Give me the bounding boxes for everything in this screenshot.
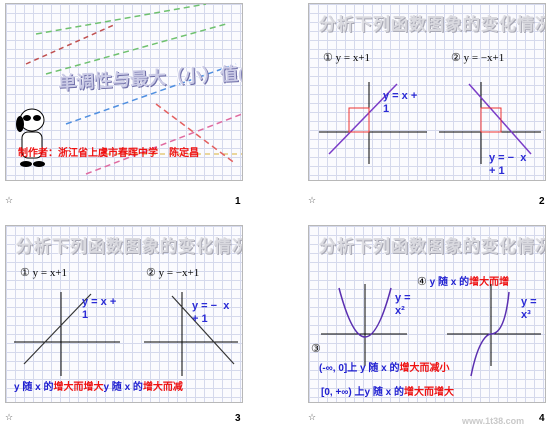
star-icon: ☆ [5, 196, 14, 206]
graphs [14, 292, 238, 376]
line-4: ④ y 随 x 的增大而增 [417, 273, 509, 288]
function-label-4: ④ [417, 276, 427, 288]
equation-2: y = − x + 1 [192, 300, 230, 325]
slide-number-1: 1 [235, 196, 241, 207]
function-label-2: ② y = −x+1 [451, 52, 505, 64]
slide-1[interactable]: 单调性与最大（小）值(1) 制作者：浙江省上虞市春晖中学 陈定昌 [5, 3, 243, 181]
graphs [319, 82, 541, 164]
star-icon: ☆ [308, 196, 317, 206]
snoopy-icon [16, 108, 45, 167]
line-4-prefix: y 随 x 的 [429, 277, 470, 288]
star-icon: ☆ [308, 413, 317, 423]
line-3-prefix: (-∞, 0]上 y 随 x 的 [319, 363, 400, 374]
conclusion-increasing: 增大而增大 [53, 382, 104, 393]
watermark: www.1t38.com [462, 416, 525, 426]
line-3: (-∞, 0]上 y 随 x 的增大而减小 [319, 359, 449, 374]
graphs [321, 284, 541, 377]
line-4-increasing: 增大而增 [469, 277, 510, 288]
slide-number-4: 4 [539, 413, 545, 424]
line-3b-increasing: 增大而增大 [403, 387, 454, 398]
author-line: 制作者：浙江省上虞市春晖中学 陈定昌 [18, 148, 200, 159]
equation-cube: y = x³ [521, 296, 537, 321]
line-3-decreasing: 增大而减小 [399, 363, 450, 374]
conclusion-line: y 随 x 的增大而增大y 随 x 的增大而减 [14, 378, 183, 393]
decorative-curves [25, 4, 242, 175]
line-3b-prefix: [0, +∞) 上y 随 x 的 [321, 387, 404, 398]
equation-1: y = x + 1 [383, 90, 418, 115]
slide-header: 分析下列函数图象的变化情况： [16, 237, 243, 256]
slide-4[interactable]: 分析下列函数图象的变化情况： ④ y 随 x 的增大而增 y = x² y = … [308, 225, 546, 403]
slide-number-3: 3 [235, 413, 241, 424]
equation-2: y = − x + 1 [489, 152, 527, 177]
slide-header: 分析下列函数图象的变化情况： [319, 15, 546, 34]
slide-3[interactable]: 分析下列函数图象的变化情况： ① y = x+1 ② y = −x+1 y = … [5, 225, 243, 403]
equation-square: y = x² [395, 292, 411, 317]
slide-number-2: 2 [539, 196, 545, 207]
line-3b: [0, +∞) 上y 随 x 的增大而增大 [321, 383, 454, 398]
conclusion-decreasing: 增大而减 [142, 382, 183, 393]
conclusion-prefix: y 随 x 的 [14, 382, 54, 393]
function-label-1: ① y = x+1 [323, 52, 371, 64]
function-label-2: ② y = −x+1 [146, 267, 200, 279]
equation-1: y = x + 1 [82, 296, 117, 321]
function-label-3: ③ [311, 343, 321, 355]
function-label-1: ① y = x+1 [20, 267, 68, 279]
slide-header: 分析下列函数图象的变化情况： [319, 237, 546, 256]
star-icon: ☆ [5, 413, 14, 423]
slide-2[interactable]: 分析下列函数图象的变化情况： ① y = x+1 ② y = −x+1 y = … [308, 3, 546, 181]
conclusion-mid: y 随 x 的 [103, 382, 143, 393]
